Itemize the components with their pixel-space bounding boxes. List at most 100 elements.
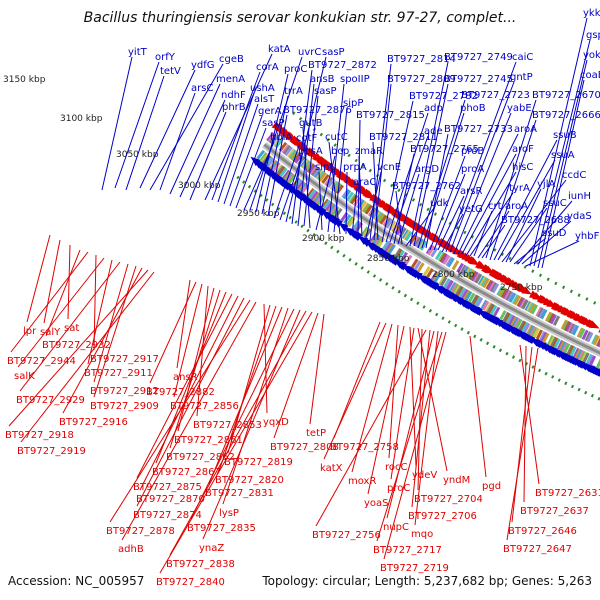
cog-feature-outer [377, 237, 386, 248]
accession-label: Accession: NC_005957 [8, 574, 144, 588]
gene-leader-line [383, 331, 447, 560]
cog-feature-outer [269, 159, 278, 170]
cog-feature-outer [282, 169, 291, 180]
gene-label: yhbF [575, 231, 600, 242]
cog-feature-outer [489, 304, 498, 316]
rna-feature-outer [570, 384, 575, 389]
gene-leader-line [513, 237, 547, 265]
cog-feature-inner [385, 218, 394, 229]
rna-feature-outer [247, 184, 252, 189]
gene-leader-line [323, 322, 387, 460]
rna-feature-outer [441, 316, 445, 320]
cog-feature-inner [552, 315, 561, 326]
rna-feature-outer [241, 180, 246, 184]
rna-feature-inner [493, 248, 497, 252]
gene-leader-line [493, 139, 558, 261]
gene-label: orfY [155, 52, 176, 63]
gene-leader-line [10, 251, 89, 353]
rna-feature-inner [382, 178, 387, 183]
gene-label: rocC [385, 462, 408, 473]
gene-label: BT9727_2733 [444, 124, 513, 135]
gene-leader-line [372, 141, 379, 241]
gene-leader-line [149, 281, 197, 384]
gene-leader-line [506, 347, 539, 541]
gene-leader-line [291, 69, 313, 225]
gene-leader-line [433, 173, 466, 251]
gene-leader-line [414, 330, 439, 526]
gene-leader-line [159, 92, 196, 191]
cog-feature-outer [346, 216, 355, 227]
rna-feature-outer [435, 312, 439, 317]
gene-leader-line [417, 99, 466, 249]
gene-leader-line [397, 173, 420, 245]
cog-feature-outer [381, 240, 390, 251]
gene-leader-line [453, 112, 512, 255]
gene-label: salK [14, 371, 35, 382]
rna-feature-outer [360, 266, 364, 270]
gene-label: phrB [222, 102, 246, 113]
gene-label: vcnE [377, 162, 401, 173]
kbp-tick-label: 3100 kbp [60, 114, 103, 124]
gene-leader-line [358, 155, 363, 239]
gene-leader-line [179, 99, 226, 198]
rna-feature-outer [253, 189, 258, 193]
cog-feature-inner [379, 214, 388, 225]
gene-leader-line [511, 346, 533, 523]
gene-label: gutB [299, 118, 323, 129]
cog-feature-outer [299, 182, 308, 193]
rna-feature-outer [518, 358, 522, 363]
rna-feature-outer [416, 301, 420, 306]
rna-feature-inner [411, 198, 416, 202]
gene-label: BT9727_2875 [133, 482, 202, 493]
kbp-tick-label: 2750 kbp [500, 283, 543, 293]
cog-feature-outer [292, 177, 301, 188]
cog-feature-outer [260, 153, 270, 163]
rna-feature-inner [554, 281, 558, 286]
gene-leader-line [19, 261, 121, 392]
cog-feature-inner [434, 250, 443, 261]
gene-label: BT9727_2831 [205, 488, 274, 499]
topology-info: Topology: circular; Length: 5,237,682 bp… [261, 574, 592, 588]
cog-feature-inner [361, 202, 370, 213]
gene-leader-line [93, 263, 129, 383]
cog-feature-inner [292, 152, 302, 163]
cog-feature-inner [540, 309, 548, 320]
rna-feature-outer [511, 355, 516, 359]
gene-label: BT9727_2723 [461, 90, 530, 101]
cog-feature-inner [312, 167, 322, 178]
gene-leader-line [279, 155, 303, 221]
map-title: Bacillus thuringiensis serovar konkukian… [84, 10, 517, 26]
gene-leader-line [20, 271, 155, 443]
gene-label: BT9727_2646 [508, 526, 577, 537]
rna-feature-outer [505, 351, 509, 356]
reverse-cds-arrow [588, 320, 600, 329]
gene-label: araC [353, 177, 376, 188]
rna-feature-inner [546, 277, 550, 282]
gene-leader-line [273, 312, 319, 439]
gene-leader-line [537, 59, 588, 269]
cog-feature-outer [410, 258, 419, 269]
cog-feature-inner [321, 173, 330, 184]
cog-feature-inner [442, 254, 451, 265]
rna-feature-inner [538, 273, 543, 278]
gene-label: ushA [250, 83, 275, 94]
gene-label: ccdC [562, 170, 586, 181]
gene-leader-line [159, 311, 313, 574]
gene-label: ynaZ [199, 543, 224, 554]
rna-feature-outer [544, 371, 548, 376]
cog-feature-inner [597, 337, 600, 348]
cog-feature-outer [272, 162, 281, 172]
gene-label: BT9727_2749 [444, 52, 513, 63]
gene-label: BT9727_2835 [187, 523, 256, 534]
cog-feature-inner [491, 283, 500, 294]
gene-leader-line [235, 127, 267, 209]
gene-leader-line [425, 133, 449, 249]
rna-feature-outer [259, 193, 263, 198]
gene-label: sasP [322, 47, 345, 58]
rna-feature-inner [390, 183, 394, 188]
rna-feature-outer [366, 270, 370, 274]
cog-feature-outer [315, 194, 324, 205]
rna-feature-outer [342, 253, 346, 258]
forward-cds-arrow [396, 261, 408, 271]
gene-leader-line [385, 112, 429, 243]
